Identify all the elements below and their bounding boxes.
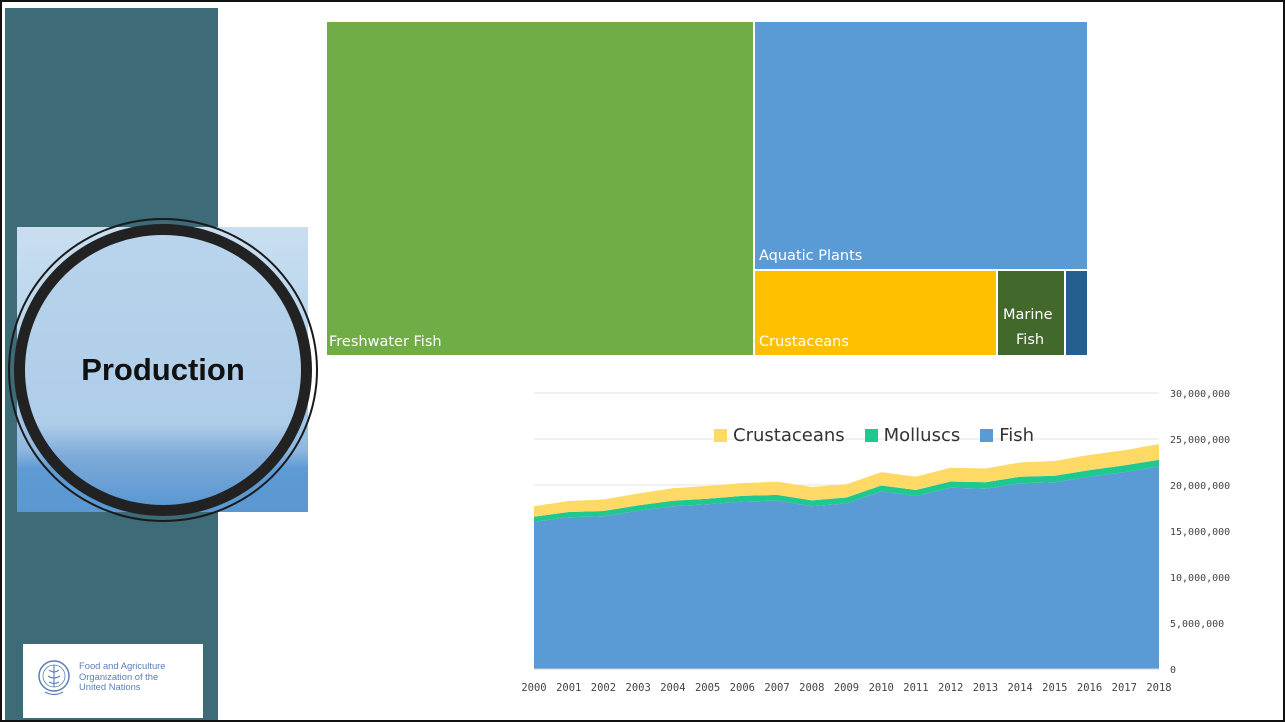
- treemap-label-aquatic-plants: Aquatic Plants: [759, 248, 863, 264]
- fao-emblem-icon: [38, 660, 70, 696]
- section-ring: [14, 224, 312, 516]
- chart-legend: Crustaceans Molluscs Fish: [714, 423, 1054, 447]
- treemap-tile-crustaceans: Crustaceans: [754, 270, 997, 356]
- legend-item-fish: Fish: [980, 425, 1034, 446]
- x-tick-label: 2003: [626, 682, 651, 694]
- area-series-crustaceans: [534, 444, 1159, 517]
- logo-line-2: Organization of the: [79, 670, 159, 682]
- treemap-label-marine-fish-line1: Marine: [1003, 307, 1053, 323]
- treemap-label-crustaceans: Crustaceans: [759, 334, 849, 350]
- treemap-tile-aquatic-plants: Aquatic Plants: [754, 21, 1088, 270]
- x-tick-label: 2017: [1112, 682, 1137, 694]
- x-tick-label: 2006: [730, 682, 755, 694]
- x-tick-label: 2011: [903, 682, 928, 694]
- x-tick-label: 2009: [834, 682, 859, 694]
- legend-item-crustaceans: Crustaceans: [714, 425, 845, 446]
- legend-swatch-molluscs: [864, 428, 878, 442]
- treemap-tile-marine-fish: Marine Fish: [997, 270, 1065, 356]
- x-tick-label: 2008: [799, 682, 824, 694]
- treemap-label-freshwater-fish: Freshwater Fish: [329, 334, 442, 350]
- logo-line-3: United Nations: [79, 681, 141, 692]
- x-tick-label: 2004: [660, 682, 685, 694]
- stacked-area-chart: 2000 2001 2002 2003 2004 2005 2006 2007 2008 2009…: [521, 389, 1230, 694]
- legend-swatch-fish: [980, 428, 994, 442]
- y-tick-label: 30,000,000: [1170, 389, 1230, 400]
- treemap-label-marine-fish-line2: Fish: [1016, 332, 1045, 348]
- fao-logo: Food and Agriculture Organization of the…: [23, 644, 203, 718]
- x-tick-label: 2013: [973, 682, 998, 694]
- legend-label-molluscs: Molluscs: [883, 424, 961, 446]
- treemap-tile-other: [1065, 270, 1088, 356]
- legend-label-fish: Fish: [999, 424, 1035, 446]
- x-tick-label: 2012: [938, 682, 963, 694]
- y-tick-label: 10,000,000: [1170, 573, 1230, 584]
- area-series-molluscs: [534, 459, 1159, 522]
- y-tick-label: 20,000,000: [1170, 481, 1230, 492]
- treemap-tile-freshwater-fish: Freshwater Fish: [326, 21, 754, 356]
- x-tick-label: 2010: [869, 682, 894, 694]
- treemap-chart: Freshwater Fish Aquatic Plants Crustacea…: [326, 21, 1088, 356]
- y-tick-label: 5,000,000: [1170, 619, 1224, 630]
- x-tick-label: 2018: [1146, 682, 1171, 694]
- section-ring-outline: [8, 218, 318, 522]
- x-tick-label: 2014: [1007, 682, 1032, 694]
- x-tick-label: 2001: [556, 682, 581, 694]
- x-tick-label: 2016: [1077, 682, 1102, 694]
- y-tick-label: 0: [1170, 665, 1176, 676]
- x-tick-label: 2002: [591, 682, 616, 694]
- logo-line-1: Food and Agriculture: [79, 660, 166, 671]
- legend-swatch-crustaceans: [714, 428, 727, 442]
- x-tick-label: 2000: [521, 682, 546, 694]
- y-tick-label: 15,000,000: [1170, 527, 1230, 538]
- section-title: Production: [81, 352, 245, 387]
- x-tick-label: 2015: [1042, 682, 1067, 694]
- y-tick-label: 25,000,000: [1170, 435, 1230, 446]
- legend-label-crustaceans: Crustaceans: [733, 424, 845, 446]
- area-series-fish: [534, 466, 1159, 669]
- x-tick-label: 2007: [764, 682, 789, 694]
- legend-item-molluscs: Molluscs: [864, 424, 961, 446]
- x-tick-label: 2005: [695, 682, 720, 694]
